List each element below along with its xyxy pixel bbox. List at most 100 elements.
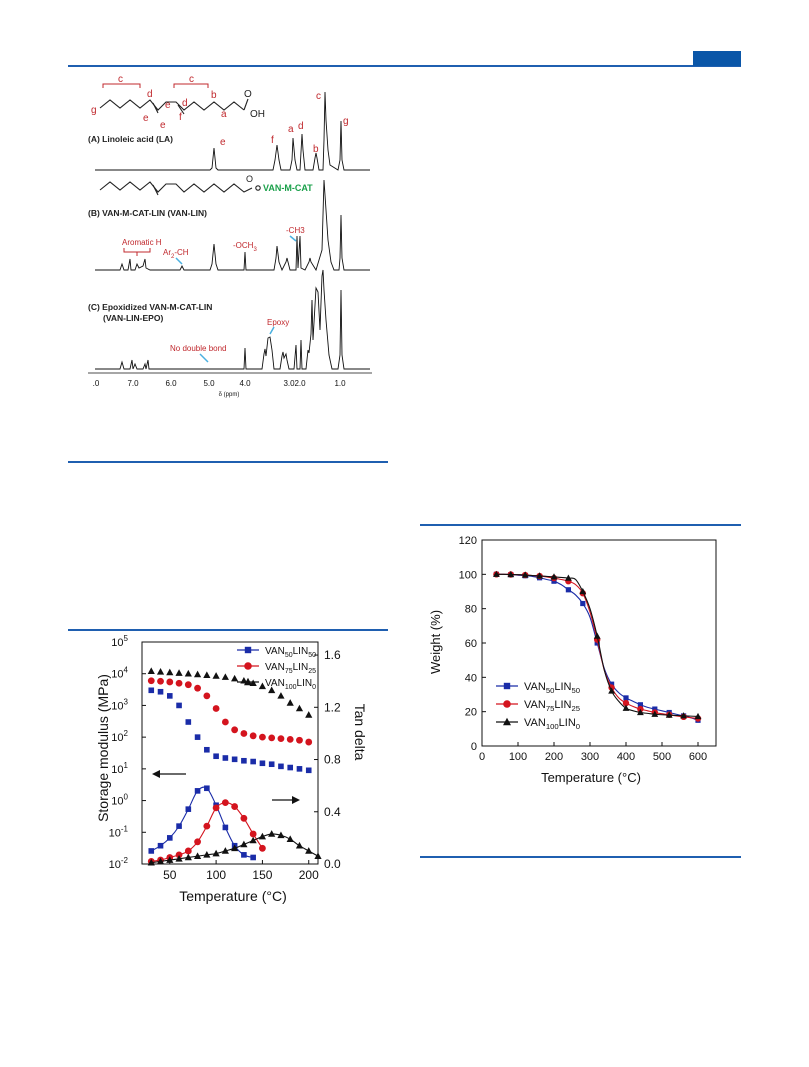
struct-letter-d1: d bbox=[147, 89, 153, 100]
modulus-series-VAN100LIN0 bbox=[147, 667, 313, 718]
modulus-point bbox=[204, 746, 210, 753]
modulus-point bbox=[258, 682, 267, 690]
modulus-point bbox=[184, 681, 192, 689]
modulus-point bbox=[212, 705, 220, 712]
tan-arrow-head bbox=[292, 796, 300, 804]
struct-letter-c1: c bbox=[118, 74, 123, 85]
modulus-point bbox=[277, 735, 285, 742]
tan-point bbox=[259, 844, 266, 852]
peak-letter-a: a bbox=[288, 124, 294, 135]
tga-legend-label: VAN100LIN0 bbox=[524, 717, 580, 731]
tan-point bbox=[277, 831, 285, 839]
modulus-point bbox=[157, 688, 164, 695]
tan-point bbox=[184, 847, 192, 855]
nmr-tick: 2.0 bbox=[294, 379, 306, 388]
dma-y2-label: Tan delta bbox=[352, 704, 368, 761]
modulus-point bbox=[203, 692, 211, 700]
modulus-series-VAN75LIN25 bbox=[147, 677, 313, 746]
spectrum-b bbox=[95, 179, 370, 272]
tan-point bbox=[231, 844, 239, 852]
modulus-point bbox=[166, 678, 174, 686]
tan-point bbox=[212, 849, 220, 857]
tga-x-tick-label: 200 bbox=[545, 751, 563, 763]
tga-y-tick-label: 80 bbox=[465, 604, 477, 616]
modulus-point bbox=[147, 677, 155, 685]
arrow-ch3 bbox=[289, 235, 297, 242]
tan-point bbox=[194, 788, 201, 794]
header-tab bbox=[693, 51, 741, 66]
tga-point bbox=[651, 710, 659, 717]
dma-x-tick-label: 100 bbox=[206, 868, 226, 882]
aromatic-h-label: Aromatic H bbox=[122, 238, 162, 247]
modulus-point bbox=[268, 686, 276, 694]
tga-point bbox=[637, 702, 643, 708]
modulus-point bbox=[250, 758, 256, 765]
tan-point bbox=[166, 835, 173, 841]
oh-label: OH bbox=[250, 109, 265, 120]
o-label-b: O bbox=[246, 174, 253, 184]
modulus-point bbox=[221, 718, 229, 726]
modulus-point bbox=[287, 764, 294, 771]
tga-legend-marker bbox=[503, 700, 511, 708]
tga-point bbox=[536, 572, 543, 579]
peak-letter-d: d bbox=[298, 121, 304, 132]
arrow-no-double-bond bbox=[199, 353, 209, 363]
tan-point bbox=[203, 851, 211, 858]
tga-legend: VAN50LIN50 VAN75LIN25 VAN100LIN0 bbox=[496, 681, 580, 731]
modulus-point bbox=[166, 668, 174, 676]
section-rule-2 bbox=[68, 629, 388, 631]
epoxy-label: Epoxy bbox=[267, 318, 289, 327]
dma-y-tick-label: 101 bbox=[111, 761, 128, 776]
dma-legend-marker bbox=[244, 646, 252, 654]
tan-point bbox=[156, 857, 165, 865]
struct-letter-a: a bbox=[221, 109, 227, 120]
dma-y-tick-label: 10-2 bbox=[109, 856, 129, 871]
dma-plot-frame bbox=[141, 641, 319, 865]
panel-c-label-1: (C) Epoxidized VAN-M-CAT-LIN bbox=[88, 302, 212, 312]
modulus-point bbox=[268, 761, 275, 768]
dma-y-tick-label: 105 bbox=[111, 634, 128, 649]
tga-point bbox=[565, 574, 572, 581]
modulus-point bbox=[305, 711, 313, 718]
modulus-point bbox=[305, 767, 312, 774]
tga-point bbox=[550, 573, 558, 580]
tan-point bbox=[148, 848, 155, 854]
tan-point bbox=[212, 804, 220, 812]
tga-point bbox=[521, 571, 529, 578]
nmr-x-label: δ (ppm) bbox=[219, 392, 240, 398]
tan-point bbox=[241, 852, 247, 858]
modulus-arrow-head bbox=[152, 770, 160, 778]
modulus-point bbox=[185, 719, 192, 725]
modulus-point bbox=[296, 766, 303, 772]
modulus-point bbox=[222, 755, 229, 761]
tga-point bbox=[622, 699, 630, 707]
tga-point bbox=[593, 632, 601, 639]
tga-point bbox=[665, 711, 673, 718]
nmr-tick: .0 bbox=[93, 379, 100, 388]
o-label-a: O bbox=[244, 89, 252, 100]
tan-point bbox=[286, 835, 294, 842]
modulus-point bbox=[231, 756, 238, 763]
struct-letter-c2: c bbox=[189, 74, 194, 85]
modulus-point bbox=[249, 732, 257, 740]
tga-point bbox=[680, 712, 687, 719]
peak-letter-g: g bbox=[343, 116, 349, 127]
peak-letter-e: e bbox=[220, 137, 226, 148]
tga-series-VAN100LIN0 bbox=[493, 570, 702, 720]
dma-y-tick-label: 100 bbox=[111, 793, 128, 808]
modulus-point bbox=[166, 693, 173, 699]
tga-point bbox=[565, 587, 571, 593]
dma-y-label: Storage modulus (MPa) bbox=[95, 674, 111, 822]
modulus-point bbox=[203, 671, 211, 678]
van-lin-structure bbox=[99, 181, 261, 196]
modulus-point bbox=[157, 677, 164, 685]
modulus-point bbox=[147, 667, 155, 675]
tan-point bbox=[240, 814, 248, 822]
header-rule bbox=[68, 65, 741, 67]
och3-label: -OCH3 bbox=[233, 241, 257, 253]
tga-x-tick-label: 300 bbox=[581, 751, 599, 763]
modulus-point bbox=[277, 692, 285, 699]
section-rule-3 bbox=[420, 524, 741, 526]
